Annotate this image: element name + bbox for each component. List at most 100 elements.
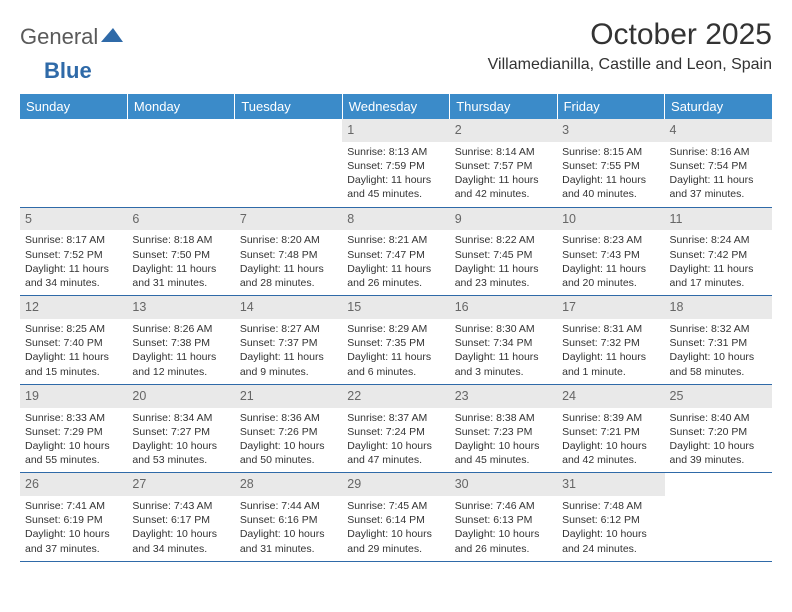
- day-body: Sunrise: 8:14 AMSunset: 7:57 PMDaylight:…: [450, 142, 557, 207]
- sunrise-text: Sunrise: 7:48 AM: [562, 499, 659, 513]
- day-number: 3: [557, 119, 664, 142]
- sunset-text: Sunset: 7:32 PM: [562, 336, 659, 350]
- daylight-text: Daylight: 10 hours and 55 minutes.: [25, 439, 122, 467]
- day-number: 26: [20, 473, 127, 496]
- day-body: Sunrise: 8:36 AMSunset: 7:26 PMDaylight:…: [235, 408, 342, 473]
- day-body: Sunrise: 8:29 AMSunset: 7:35 PMDaylight:…: [342, 319, 449, 384]
- daylight-text: Daylight: 10 hours and 34 minutes.: [132, 527, 229, 555]
- daylight-text: Daylight: 11 hours and 6 minutes.: [347, 350, 444, 378]
- daylight-text: Daylight: 11 hours and 45 minutes.: [347, 173, 444, 201]
- sunset-text: Sunset: 7:43 PM: [562, 248, 659, 262]
- day-body: Sunrise: 8:17 AMSunset: 7:52 PMDaylight:…: [20, 230, 127, 295]
- sunrise-text: Sunrise: 8:14 AM: [455, 145, 552, 159]
- sunset-text: Sunset: 7:55 PM: [562, 159, 659, 173]
- sunset-text: Sunset: 7:47 PM: [347, 248, 444, 262]
- sunset-text: Sunset: 6:19 PM: [25, 513, 122, 527]
- day-number: 23: [450, 385, 557, 408]
- sunrise-text: Sunrise: 8:21 AM: [347, 233, 444, 247]
- sunrise-text: Sunrise: 8:26 AM: [132, 322, 229, 336]
- calendar-day-cell: 6Sunrise: 8:18 AMSunset: 7:50 PMDaylight…: [127, 207, 234, 296]
- sunrise-text: Sunrise: 8:23 AM: [562, 233, 659, 247]
- sunrise-text: Sunrise: 8:18 AM: [132, 233, 229, 247]
- day-number: 15: [342, 296, 449, 319]
- day-header-friday: Friday: [557, 94, 664, 119]
- day-body: Sunrise: 8:27 AMSunset: 7:37 PMDaylight:…: [235, 319, 342, 384]
- day-number: 4: [665, 119, 772, 142]
- sunrise-text: Sunrise: 8:25 AM: [25, 322, 122, 336]
- sunset-text: Sunset: 6:13 PM: [455, 513, 552, 527]
- calendar-day-cell: 29Sunrise: 7:45 AMSunset: 6:14 PMDayligh…: [342, 473, 449, 562]
- day-number: 6: [127, 208, 234, 231]
- sunrise-text: Sunrise: 8:29 AM: [347, 322, 444, 336]
- day-number: 9: [450, 208, 557, 231]
- sunset-text: Sunset: 7:26 PM: [240, 425, 337, 439]
- sunrise-text: Sunrise: 8:39 AM: [562, 411, 659, 425]
- logo-text-blue: Blue: [44, 58, 92, 83]
- daylight-text: Daylight: 11 hours and 40 minutes.: [562, 173, 659, 201]
- sunset-text: Sunset: 7:54 PM: [670, 159, 767, 173]
- day-number: 27: [127, 473, 234, 496]
- day-number: 25: [665, 385, 772, 408]
- sunset-text: Sunset: 6:16 PM: [240, 513, 337, 527]
- sunset-text: Sunset: 7:42 PM: [670, 248, 767, 262]
- daylight-text: Daylight: 11 hours and 34 minutes.: [25, 262, 122, 290]
- sunrise-text: Sunrise: 8:16 AM: [670, 145, 767, 159]
- calendar-day-cell: 10Sunrise: 8:23 AMSunset: 7:43 PMDayligh…: [557, 207, 664, 296]
- sunset-text: Sunset: 7:21 PM: [562, 425, 659, 439]
- day-body: Sunrise: 8:32 AMSunset: 7:31 PMDaylight:…: [665, 319, 772, 384]
- calendar-week-row: 5Sunrise: 8:17 AMSunset: 7:52 PMDaylight…: [20, 207, 772, 296]
- day-body: Sunrise: 8:38 AMSunset: 7:23 PMDaylight:…: [450, 408, 557, 473]
- daylight-text: Daylight: 11 hours and 23 minutes.: [455, 262, 552, 290]
- sunrise-text: Sunrise: 8:22 AM: [455, 233, 552, 247]
- day-number: 8: [342, 208, 449, 231]
- sunset-text: Sunset: 6:12 PM: [562, 513, 659, 527]
- calendar-day-cell: 28Sunrise: 7:44 AMSunset: 6:16 PMDayligh…: [235, 473, 342, 562]
- day-body: Sunrise: 8:24 AMSunset: 7:42 PMDaylight:…: [665, 230, 772, 295]
- sunset-text: Sunset: 7:37 PM: [240, 336, 337, 350]
- logo-text-general: General: [20, 24, 98, 50]
- day-body: Sunrise: 7:46 AMSunset: 6:13 PMDaylight:…: [450, 496, 557, 561]
- sunset-text: Sunset: 7:29 PM: [25, 425, 122, 439]
- daylight-text: Daylight: 10 hours and 29 minutes.: [347, 527, 444, 555]
- day-body: [665, 479, 772, 487]
- calendar-empty-cell: [235, 119, 342, 207]
- day-body: Sunrise: 8:16 AMSunset: 7:54 PMDaylight:…: [665, 142, 772, 207]
- day-body: Sunrise: 8:30 AMSunset: 7:34 PMDaylight:…: [450, 319, 557, 384]
- calendar-day-cell: 19Sunrise: 8:33 AMSunset: 7:29 PMDayligh…: [20, 384, 127, 473]
- logo: General: [20, 24, 123, 50]
- calendar-day-cell: 1Sunrise: 8:13 AMSunset: 7:59 PMDaylight…: [342, 119, 449, 207]
- sunrise-text: Sunrise: 8:13 AM: [347, 145, 444, 159]
- sunset-text: Sunset: 7:52 PM: [25, 248, 122, 262]
- daylight-text: Daylight: 10 hours and 37 minutes.: [25, 527, 122, 555]
- calendar-day-cell: 20Sunrise: 8:34 AMSunset: 7:27 PMDayligh…: [127, 384, 234, 473]
- calendar-day-cell: 7Sunrise: 8:20 AMSunset: 7:48 PMDaylight…: [235, 207, 342, 296]
- daylight-text: Daylight: 10 hours and 45 minutes.: [455, 439, 552, 467]
- calendar-empty-cell: [127, 119, 234, 207]
- daylight-text: Daylight: 10 hours and 47 minutes.: [347, 439, 444, 467]
- sunset-text: Sunset: 6:17 PM: [132, 513, 229, 527]
- calendar-day-cell: 5Sunrise: 8:17 AMSunset: 7:52 PMDaylight…: [20, 207, 127, 296]
- day-header-saturday: Saturday: [665, 94, 772, 119]
- logo-triangle-icon: [101, 28, 123, 47]
- day-body: Sunrise: 7:43 AMSunset: 6:17 PMDaylight:…: [127, 496, 234, 561]
- calendar-day-cell: 18Sunrise: 8:32 AMSunset: 7:31 PMDayligh…: [665, 296, 772, 385]
- month-title: October 2025: [488, 18, 772, 52]
- calendar-day-cell: 22Sunrise: 8:37 AMSunset: 7:24 PMDayligh…: [342, 384, 449, 473]
- calendar-day-cell: 12Sunrise: 8:25 AMSunset: 7:40 PMDayligh…: [20, 296, 127, 385]
- day-number: 11: [665, 208, 772, 231]
- day-body: Sunrise: 8:31 AMSunset: 7:32 PMDaylight:…: [557, 319, 664, 384]
- daylight-text: Daylight: 11 hours and 9 minutes.: [240, 350, 337, 378]
- calendar-day-cell: 26Sunrise: 7:41 AMSunset: 6:19 PMDayligh…: [20, 473, 127, 562]
- day-number: 2: [450, 119, 557, 142]
- daylight-text: Daylight: 10 hours and 39 minutes.: [670, 439, 767, 467]
- daylight-text: Daylight: 11 hours and 37 minutes.: [670, 173, 767, 201]
- sunset-text: Sunset: 7:24 PM: [347, 425, 444, 439]
- daylight-text: Daylight: 10 hours and 42 minutes.: [562, 439, 659, 467]
- day-number: 7: [235, 208, 342, 231]
- day-number: 18: [665, 296, 772, 319]
- daylight-text: Daylight: 11 hours and 17 minutes.: [670, 262, 767, 290]
- sunset-text: Sunset: 7:45 PM: [455, 248, 552, 262]
- day-number: 22: [342, 385, 449, 408]
- sunset-text: Sunset: 7:20 PM: [670, 425, 767, 439]
- day-number: 17: [557, 296, 664, 319]
